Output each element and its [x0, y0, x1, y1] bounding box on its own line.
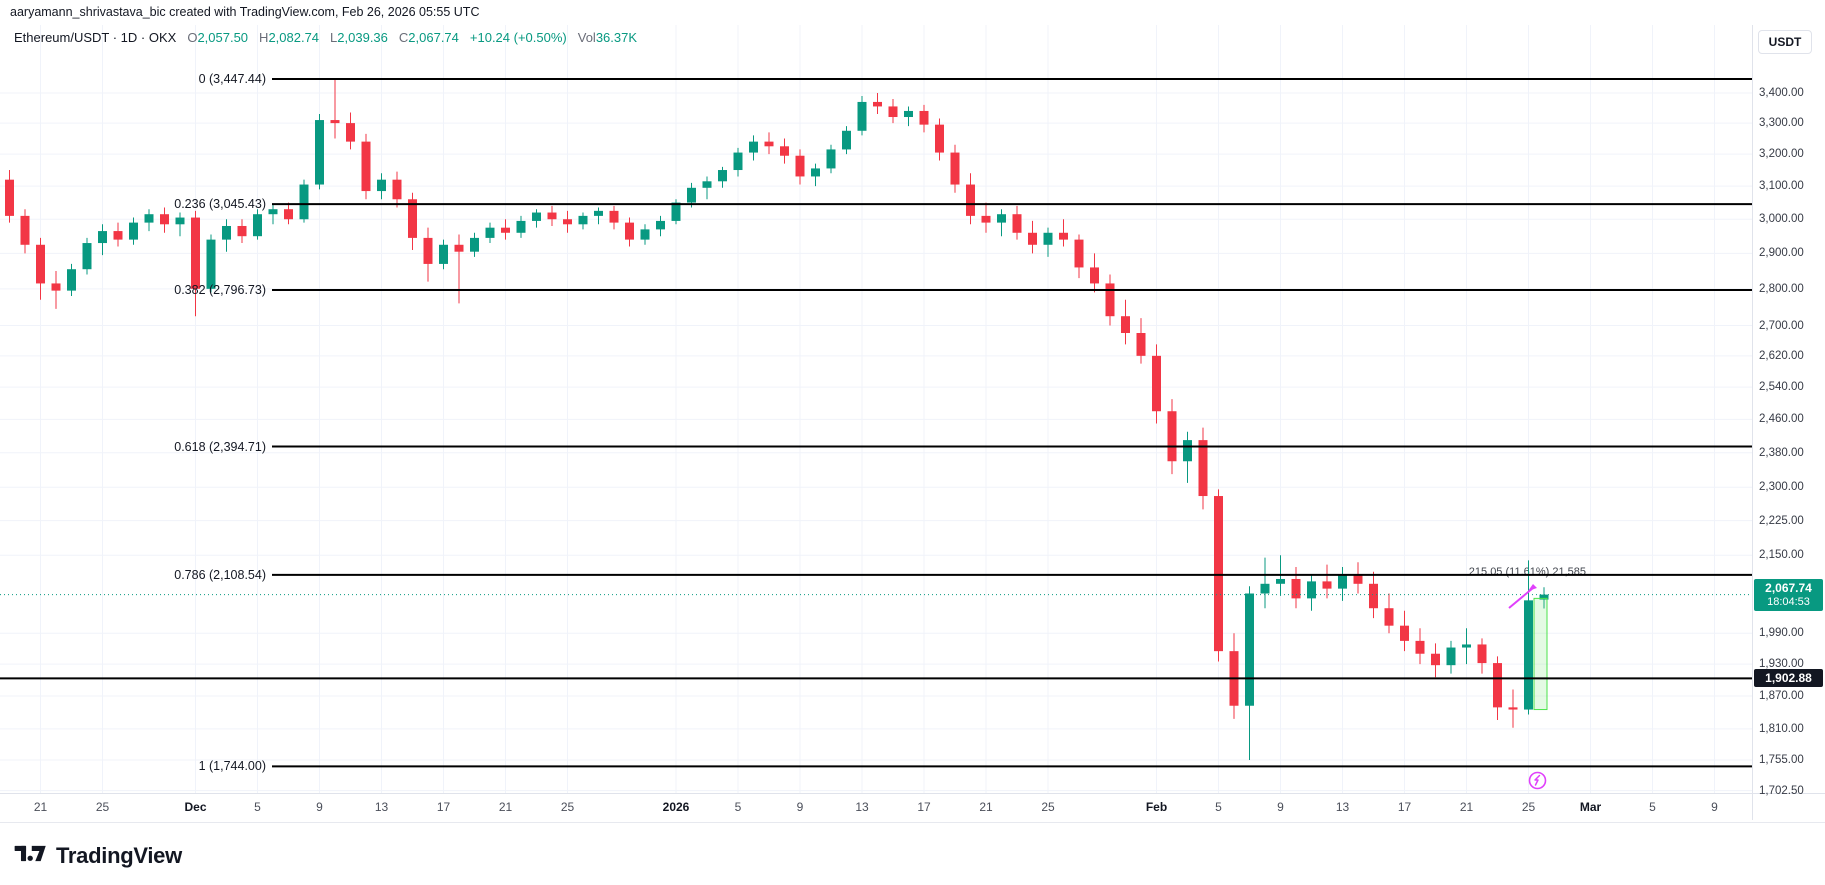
time-tick-label: 9 [796, 800, 804, 814]
volume-value: 36.37K [595, 30, 638, 45]
time-tick-label: Feb [1145, 800, 1168, 814]
tradingview-logo-mark [14, 840, 47, 872]
time-tick-label: 2026 [662, 800, 690, 814]
fib-level-label: 0.382 (2,796.73) [174, 283, 266, 297]
time-tick-label: 25 [1521, 800, 1536, 814]
replay-icon[interactable] [1528, 771, 1547, 795]
open-value: 2,057.50 [197, 30, 249, 45]
time-tick-label: 5 [1649, 800, 1656, 814]
price-axis-panel[interactable] [1752, 25, 1825, 820]
time-tick-label: 21 [1459, 800, 1474, 814]
open-label: O [187, 30, 198, 45]
chart-legend: Ethereum/USDT · 1D · OKX O2,057.50 H2,08… [14, 30, 637, 45]
close-label: C [398, 30, 409, 45]
fib-level-label: 0.618 (2,394.71) [174, 439, 266, 454]
low-label: L [330, 30, 338, 45]
price-tick-label: 3,300.00 [1759, 117, 1804, 130]
measure-annotation: 215.05 (11.61%) 21,585 [1468, 566, 1586, 578]
time-tick-label: 25 [560, 800, 575, 814]
x-axis-separator [0, 793, 1825, 794]
price-tick-label: 2,800.00 [1759, 282, 1804, 295]
price-tick-label: 1,810.00 [1759, 722, 1804, 735]
tradingview-logo[interactable]: TradingView [14, 840, 182, 872]
time-tick-label: 13 [855, 800, 869, 814]
volume-label: Vol [577, 30, 596, 45]
time-tick-label: 25 [95, 800, 110, 814]
time-tick-label: 21 [498, 800, 513, 814]
price-tick-label: 3,400.00 [1759, 87, 1804, 99]
fib-level-label: 0.786 (2,108.54) [174, 567, 266, 582]
time-tick-label: 9 [316, 800, 323, 814]
price-tick-label: 2,300.00 [1759, 481, 1804, 494]
time-tick-label: 13 [1335, 800, 1350, 814]
fib-level-label: 0.236 (3,045.43) [174, 197, 266, 212]
price-tick-label: 2,225.00 [1759, 514, 1804, 527]
change-value: +10.24 (+0.50%) [469, 30, 567, 45]
price-tick-label: 1,930.00 [1759, 658, 1804, 671]
price-tick-label: 2,380.00 [1759, 446, 1804, 459]
chart-bottom-border [0, 822, 1825, 823]
price-tick-label: 1,990.00 [1759, 627, 1804, 640]
price-tick-label: 3,100.00 [1759, 180, 1804, 193]
countdown-timer: 18:04:53 [1767, 595, 1810, 608]
time-tick-label: Mar [1579, 800, 1602, 814]
price-level-badge: 1,902.88 [1754, 669, 1823, 688]
time-tick-label: 17 [1397, 800, 1412, 814]
attribution-text: aaryamann_shrivastava_bic created with T… [10, 5, 480, 19]
price-tick-label: 1,755.00 [1759, 753, 1804, 766]
time-tick-label: 17 [436, 800, 451, 814]
time-tick-label: 5 [734, 800, 742, 814]
price-tick-label: 1,870.00 [1759, 689, 1804, 702]
time-tick-label: 25 [1041, 800, 1055, 814]
price-tick-label: 2,150.00 [1759, 549, 1804, 562]
price-tick-label: 3,000.00 [1759, 213, 1804, 226]
price-tick-label: 2,540.00 [1759, 381, 1804, 394]
fib-level-label: 0 (3,447.44) [198, 72, 266, 87]
currency-button[interactable]: USDT [1758, 30, 1812, 54]
price-tick-label: 2,460.00 [1759, 413, 1804, 426]
low-value: 2,039.36 [337, 30, 388, 45]
fib-level-label: 1 (1,744.00) [198, 759, 266, 774]
time-tick-label: 21 [33, 800, 48, 814]
high-value: 2,082.74 [268, 30, 320, 45]
price-tick-label: 3,200.00 [1759, 148, 1804, 161]
high-label: H [259, 30, 269, 45]
price-tick-label: 2,700.00 [1759, 319, 1804, 332]
time-tick-label: 5 [254, 800, 261, 814]
time-tick-label: 9 [1711, 800, 1718, 814]
time-tick-label: 9 [1277, 800, 1284, 814]
price-tick-label: 1,702.50 [1759, 784, 1804, 797]
time-tick-label: 13 [374, 800, 389, 814]
time-tick-label: 17 [917, 800, 931, 814]
price-tick-label: 2,900.00 [1759, 247, 1804, 260]
time-tick-label: 5 [1215, 800, 1222, 814]
current-price-value: 2,067.74 [1765, 580, 1812, 595]
brand-name: TradingView [56, 843, 182, 868]
close-value: 2,067.74 [408, 30, 459, 45]
time-tick-label: 21 [979, 800, 993, 814]
current-price-badge: 2,067.74 18:04:53 [1754, 578, 1823, 611]
price-tick-label: 2,620.00 [1759, 349, 1804, 362]
symbol-title[interactable]: Ethereum/USDT · 1D · OKX [14, 30, 177, 45]
time-tick-label: Dec [184, 800, 207, 814]
